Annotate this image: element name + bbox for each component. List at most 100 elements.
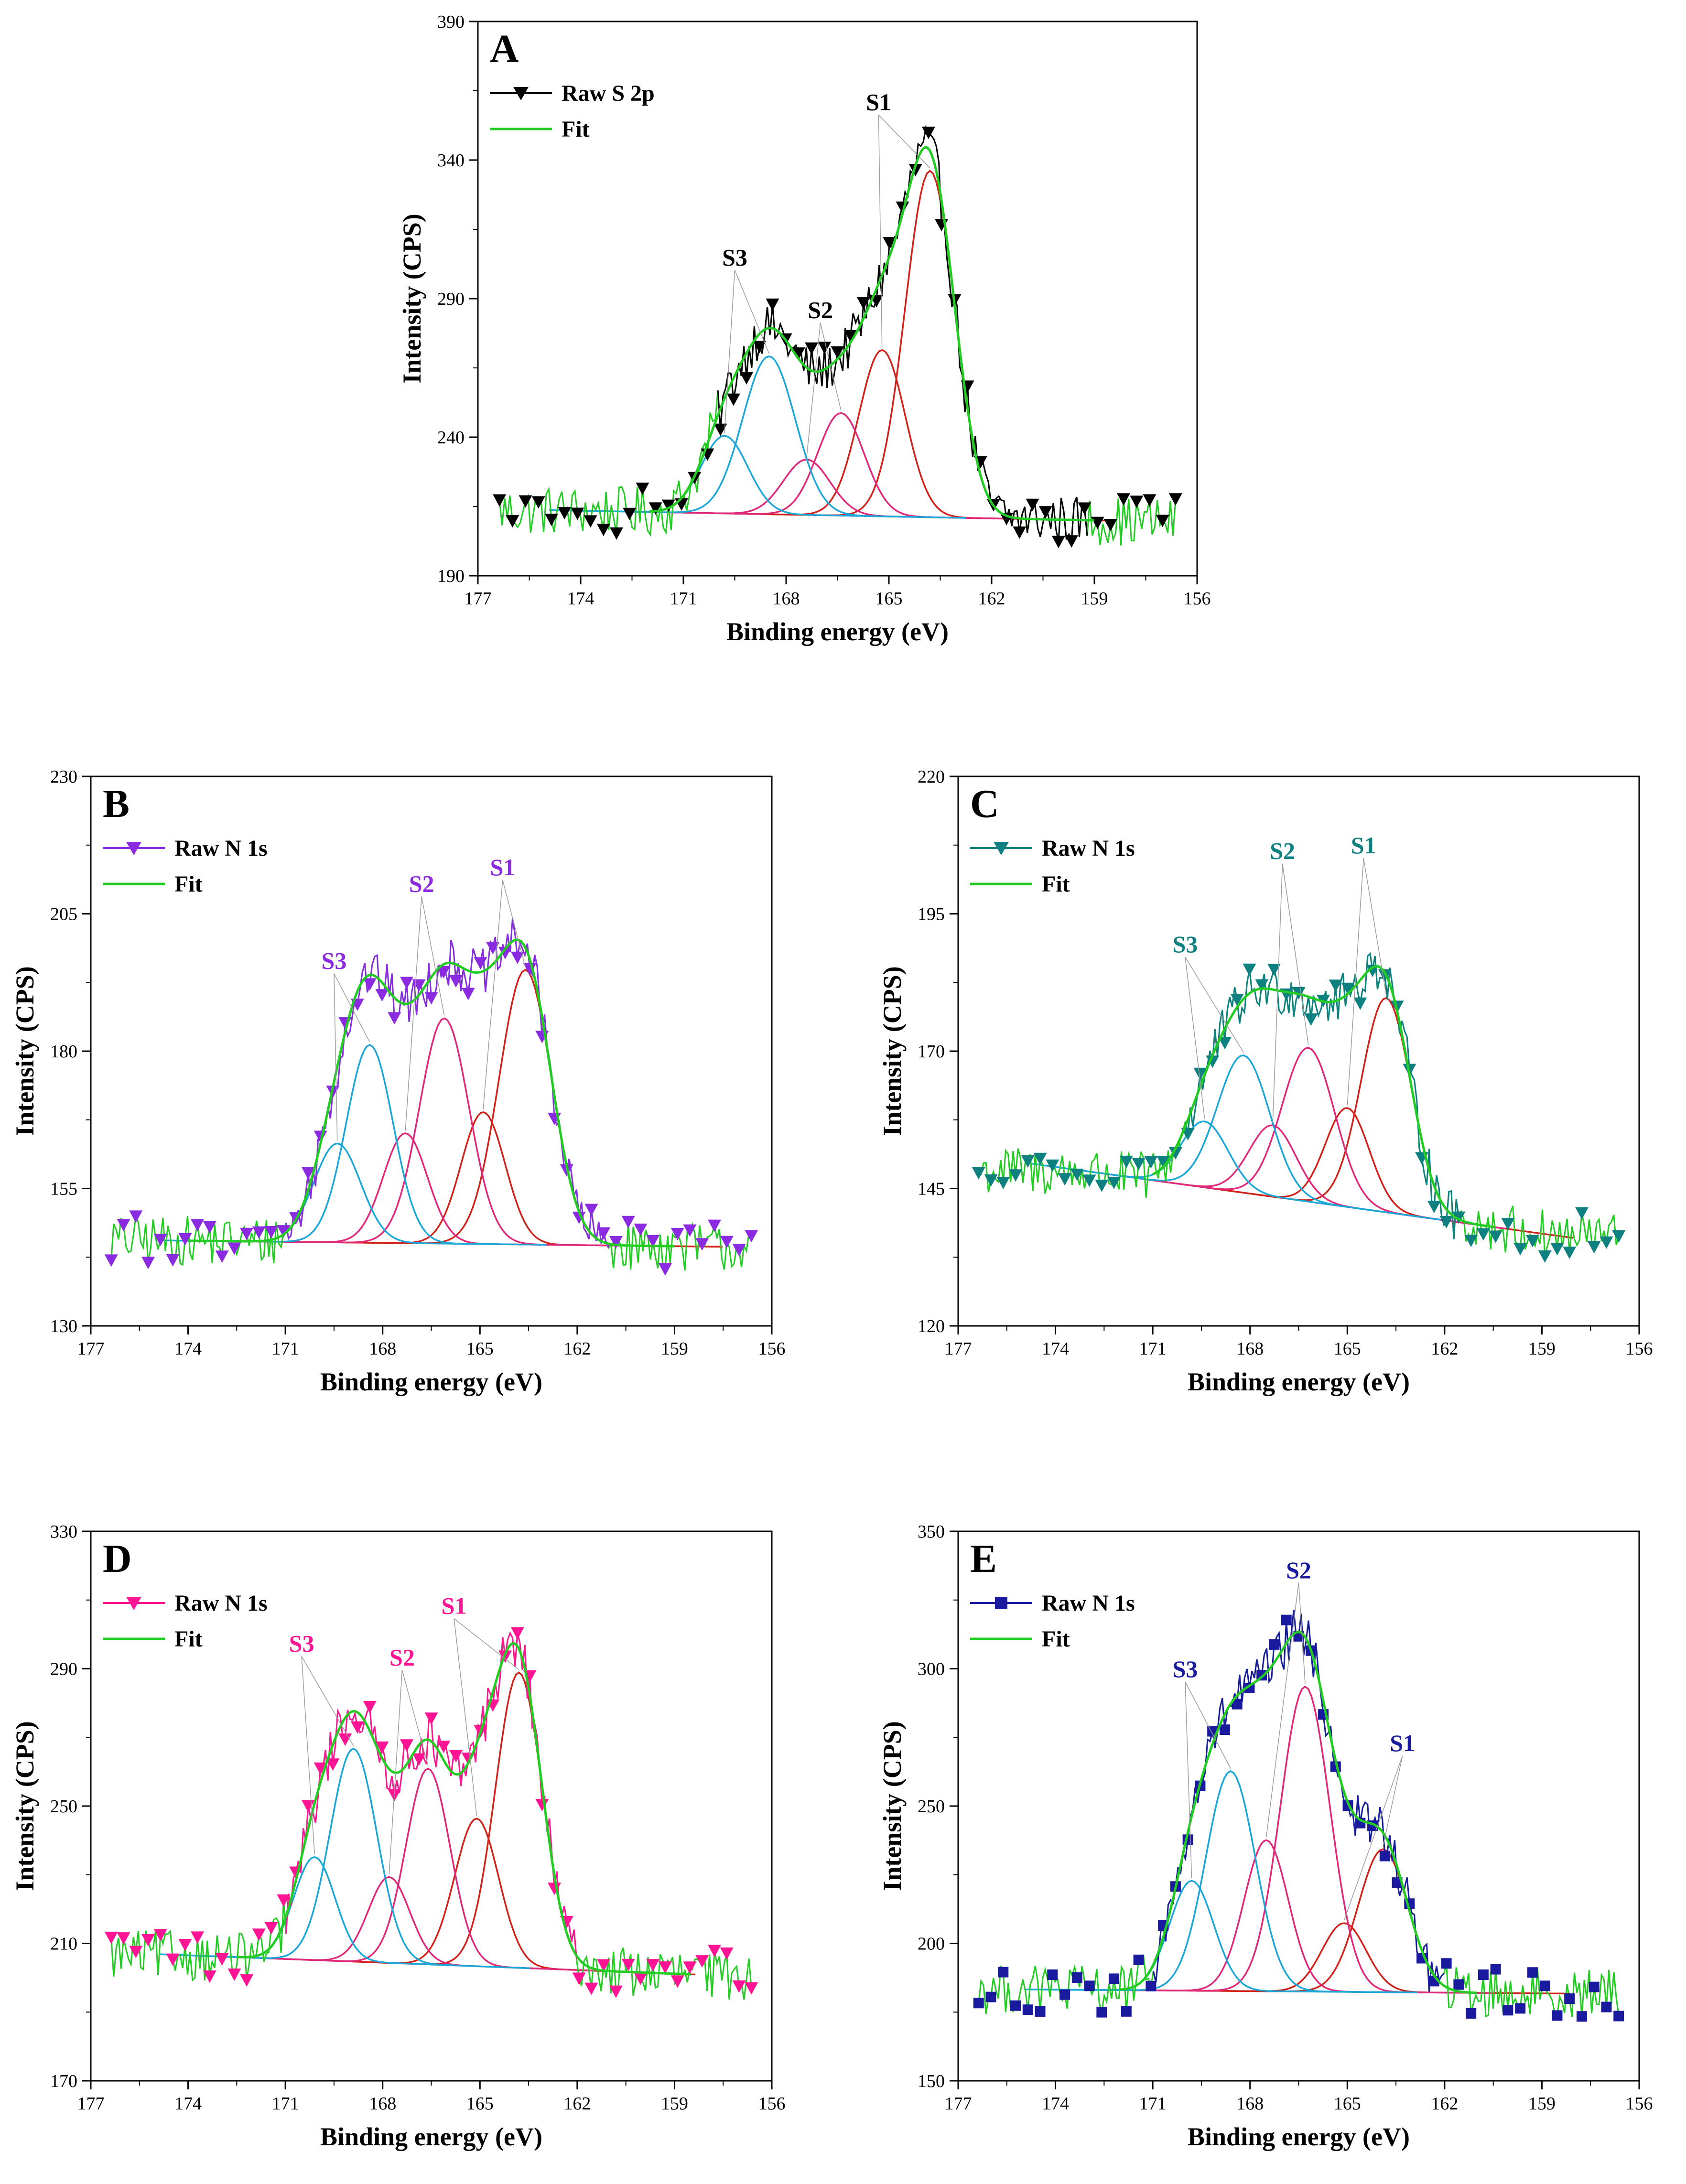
raw-data-marker	[1513, 1243, 1527, 1256]
peak-label-s1: S1	[1351, 832, 1376, 859]
fit-tail-trace	[110, 918, 752, 1272]
raw-data-marker	[1144, 1156, 1158, 1169]
raw-data-marker	[1132, 1158, 1146, 1171]
x-tick-label: 171	[1139, 2094, 1167, 2114]
raw-data-marker	[510, 951, 524, 964]
raw-data-marker	[1515, 2003, 1526, 2014]
raw-data-marker	[301, 1167, 315, 1180]
raw-data-marker	[1130, 495, 1144, 508]
legend-fit-label: Fit	[1042, 1626, 1070, 1652]
x-tick-label: 162	[563, 1339, 591, 1359]
raw-data-marker	[609, 1985, 623, 1998]
peak-label-s3: S3	[1173, 1656, 1198, 1682]
panel-letter: D	[103, 1537, 132, 1581]
raw-data-marker	[646, 1959, 660, 1972]
y-tick-label: 170	[918, 1042, 945, 1062]
raw-data-marker	[375, 989, 389, 1002]
raw-data-marker	[1341, 982, 1355, 995]
raw-data-marker	[474, 957, 487, 970]
raw-data-marker	[1501, 1218, 1515, 1231]
raw-data-marker	[856, 297, 870, 310]
peak-label-s1: S1	[442, 1592, 467, 1619]
x-tick-label: 177	[77, 1339, 105, 1359]
x-tick-label: 159	[1528, 2094, 1556, 2114]
peak-leader-line	[389, 1670, 403, 1874]
raw-data-marker	[1193, 1067, 1207, 1080]
raw-data-marker	[720, 1947, 734, 1960]
peak-leader-line	[334, 973, 370, 1043]
raw-data-marker	[493, 494, 507, 507]
peak-label-s3: S3	[289, 1630, 314, 1657]
raw-data-marker	[523, 963, 537, 976]
panel-b: 177 174 171 168 165 162 159 156 130 155 180 205 230 B…	[11, 767, 786, 1396]
raw-data-marker	[412, 1753, 426, 1766]
raw-data-marker	[1527, 1967, 1538, 1978]
raw-data-marker	[1453, 1979, 1464, 1990]
peak-leader-line	[1272, 863, 1283, 1123]
component-peak-5	[177, 1747, 530, 1969]
y-axis-title: Intensity (CPS)	[11, 966, 39, 1136]
plot-area	[973, 1610, 1624, 2022]
x-tick-label: 165	[466, 1339, 494, 1359]
raw-data-marker	[726, 393, 740, 406]
peak-leader-line	[734, 270, 769, 354]
raw-data-marker	[883, 237, 897, 250]
raw-data-marker	[1466, 2008, 1477, 2019]
y-tick-label: 390	[437, 12, 465, 32]
raw-data-marker	[1046, 1159, 1059, 1172]
raw-data-marker	[424, 1712, 438, 1725]
x-tick-label: 156	[1626, 1339, 1653, 1359]
raw-data-marker	[203, 1221, 216, 1234]
raw-data-marker	[1059, 1989, 1070, 2000]
raw-data-marker	[584, 1204, 598, 1216]
legend-raw-label: Raw N 1s	[1042, 1591, 1135, 1616]
peak-leader-line	[1383, 1755, 1403, 1847]
raw-data-marker	[548, 1883, 562, 1895]
raw-data-marker	[449, 1750, 463, 1763]
raw-data-marker	[1329, 979, 1342, 992]
raw-data-marker	[1600, 1236, 1613, 1249]
peak-label-s1: S1	[490, 854, 515, 881]
peak-label-s1: S1	[866, 89, 891, 116]
raw-data-marker	[1095, 1179, 1109, 1192]
raw-data-marker	[805, 342, 819, 355]
raw-data-marker	[1502, 2005, 1513, 2016]
component-peak-6	[1028, 1120, 1382, 1213]
raw-data-marker	[1096, 2007, 1107, 2018]
fit-envelope	[237, 1642, 691, 1976]
y-axis-title: Intensity (CPS)	[11, 1721, 39, 1891]
raw-data-marker	[388, 1012, 401, 1025]
y-tick-label: 145	[918, 1179, 945, 1199]
raw-data-marker	[191, 1931, 205, 1944]
raw-data-marker	[732, 1980, 746, 1993]
component-peak-5	[1044, 1770, 1417, 1993]
raw-data-marker	[623, 507, 637, 520]
y-tick-label: 250	[918, 1797, 945, 1817]
raw-data-marker	[1117, 493, 1131, 506]
raw-data-marker	[558, 507, 572, 520]
legend-raw-label: Raw N 1s	[174, 1591, 268, 1616]
peak-label-s2: S2	[409, 871, 434, 897]
raw-data-marker	[753, 341, 767, 354]
raw-data-marker	[535, 1799, 549, 1812]
raw-data-marker	[1576, 2011, 1587, 2022]
y-tick-label: 190	[437, 566, 465, 586]
component-peak-1	[744, 170, 1116, 522]
legend-raw-marker	[126, 1597, 141, 1610]
raw-data-marker	[695, 1955, 709, 1968]
panel-c: 177 174 171 168 165 162 159 156 120 145 170 195 220 B…	[878, 767, 1653, 1396]
legend-raw-marker	[994, 842, 1009, 855]
raw-data-marker	[1033, 1152, 1047, 1165]
x-tick-label: 168	[1236, 2094, 1264, 2114]
raw-data-marker	[1071, 1972, 1082, 1983]
raw-data-marker	[104, 1931, 118, 1944]
peak-leader-line	[401, 1670, 429, 1766]
raw-data-marker	[707, 1219, 721, 1232]
raw-data-marker	[203, 1970, 216, 1983]
x-tick-label: 162	[978, 589, 1005, 609]
x-axis-title: Binding energy (eV)	[726, 617, 949, 646]
raw-data-marker	[1010, 2000, 1021, 2011]
legend-fit-label: Fit	[562, 117, 590, 142]
peak-label-s2: S2	[1286, 1557, 1311, 1583]
